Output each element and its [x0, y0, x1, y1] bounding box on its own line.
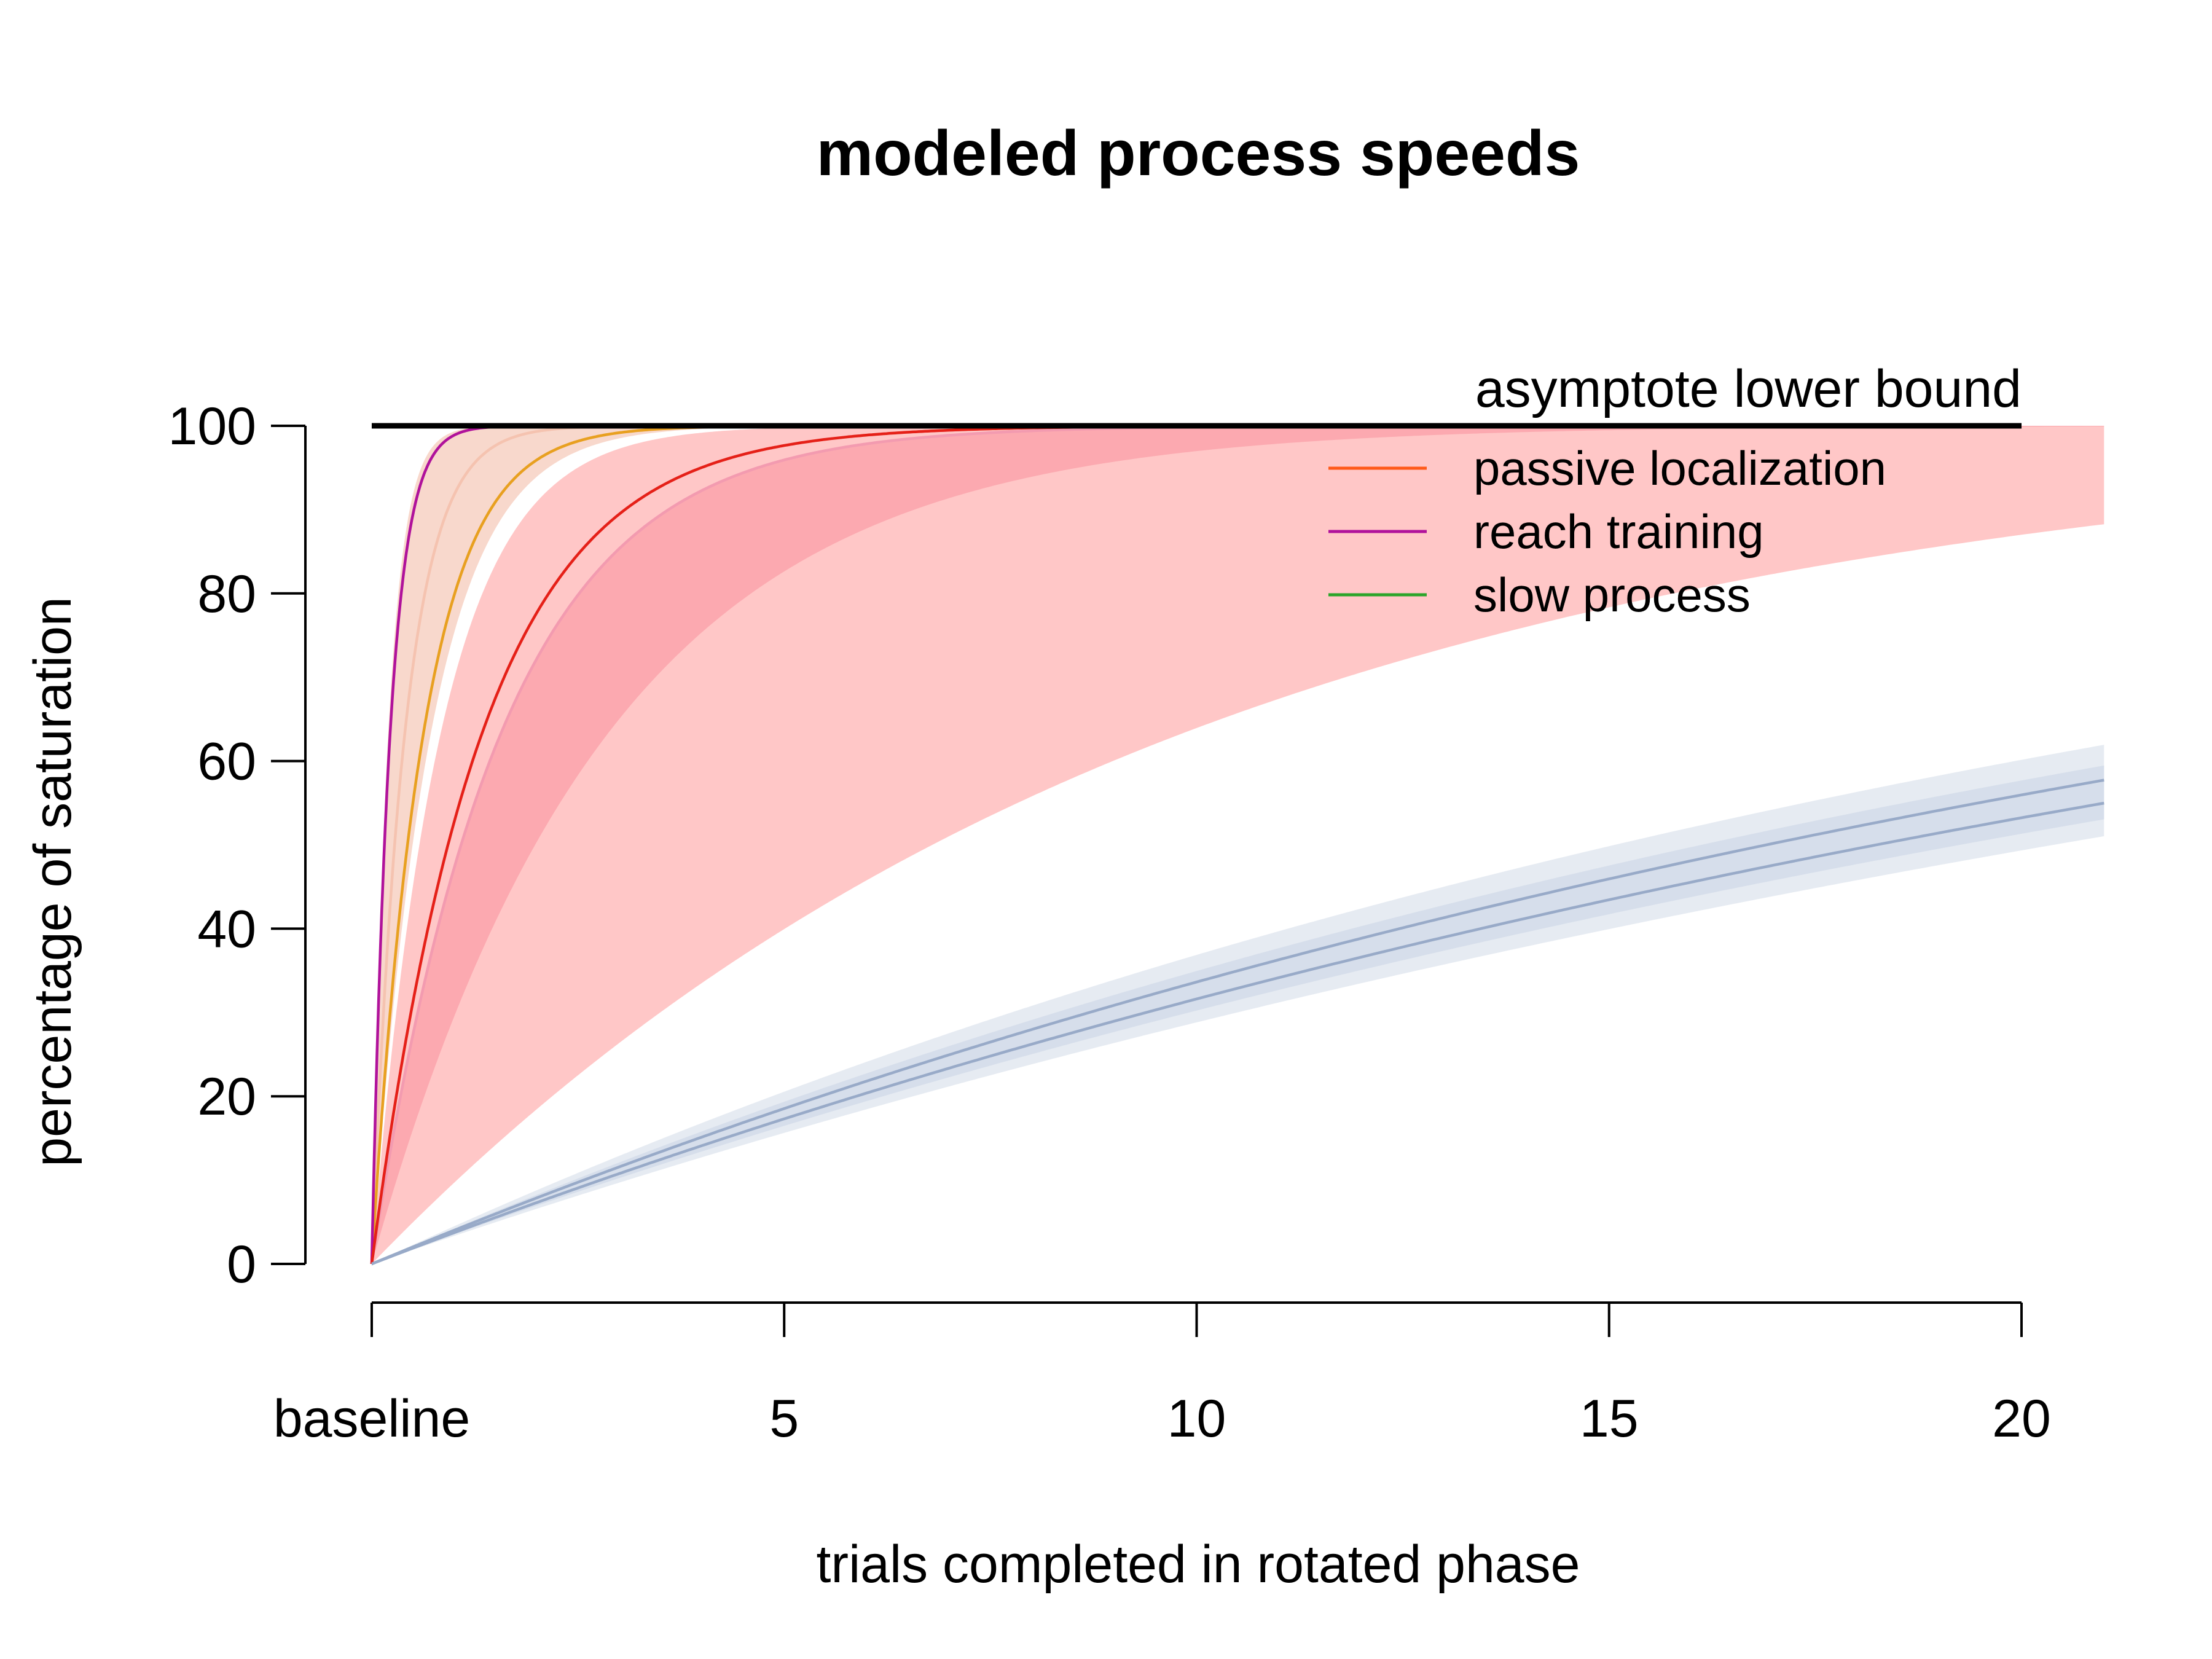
- series-line-4: [370, 425, 499, 1265]
- y-tick-label-100: 100: [168, 397, 257, 456]
- series-line-2: [370, 425, 1263, 1265]
- series-line-1: [370, 425, 600, 1265]
- legend-label-3: slow process: [1473, 568, 1751, 622]
- series-band-6: [372, 426, 2104, 1264]
- series-line-3: [370, 425, 730, 1265]
- y-tick-label-0: 0: [227, 1235, 256, 1294]
- asymptote-label: asymptote lower bound: [1475, 359, 2022, 418]
- confidence-bands: [372, 426, 2104, 1264]
- series-band-8: [372, 765, 2104, 1264]
- x-tick-label-0: baseline: [273, 1389, 470, 1448]
- x-tick-label-5: 5: [769, 1389, 799, 1448]
- y-tick-label-20: 20: [197, 1067, 256, 1126]
- chart-title: modeled process speeds: [817, 118, 1580, 189]
- series-line-5: [370, 425, 1134, 1265]
- legend-label-2: reach training: [1473, 504, 1764, 559]
- legend: passive localization reach training slow p…: [1328, 441, 1886, 622]
- series-line-10: [371, 801, 2104, 1266]
- y-axis-label: percentage of saturation: [23, 597, 82, 1167]
- series-lines: [370, 425, 2104, 1266]
- series-line-9: [371, 779, 2104, 1266]
- x-axis-label: trials completed in rotated phase: [817, 1535, 1580, 1594]
- y-tick-label-80: 80: [197, 565, 256, 624]
- x-tick-label-10: 10: [1167, 1389, 1226, 1448]
- x-tick-label-15: 15: [1580, 1389, 1639, 1448]
- y-tick-label-60: 60: [197, 732, 256, 791]
- legend-label-1: passive localization: [1473, 441, 1886, 495]
- y-tick-label-40: 40: [197, 900, 256, 959]
- y-axis: 0 20 40 60 80 100: [168, 397, 307, 1294]
- x-tick-label-20: 20: [1992, 1389, 2051, 1448]
- x-axis: baseline 5 10 15 20: [273, 1301, 2051, 1448]
